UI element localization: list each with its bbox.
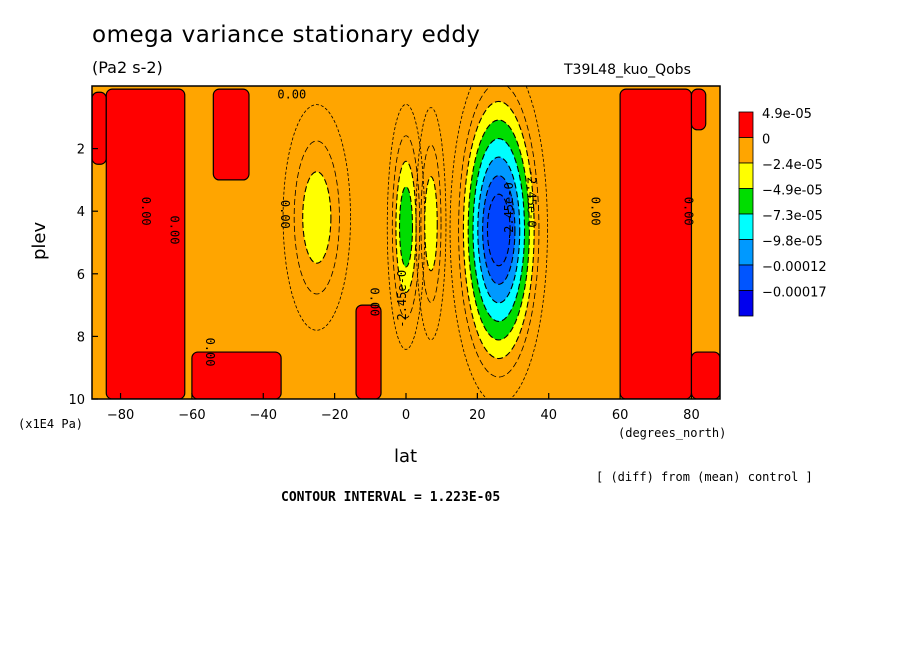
contour-label-2: 0.00 [168,216,182,245]
neg-contour-1-0 [391,135,421,319]
legend-label-7: −0.00017 [762,286,827,301]
x-tick-label-6: 40 [540,408,557,423]
neg-contour-3-6 [486,193,511,267]
neg-contour-outer-0 [282,104,351,331]
legend-label-2: −2.4e-05 [762,158,823,173]
legend-label-6: −0.00012 [762,260,827,275]
legend-label-0: 4.9e-05 [762,107,812,122]
legend-label-3: −4.9e-05 [762,184,823,199]
chart-units: (Pa2 s-2) [92,58,163,77]
legend-swatch-7 [738,290,754,317]
x-tick-label-3: −20 [321,408,348,423]
positive-region-5 [619,88,693,399]
x-axis-units: (degrees_north) [618,426,727,440]
neg-contour-outer-2 [415,107,447,341]
neg-contour-2-1 [424,176,438,272]
x-tick-label-4: 0 [402,408,410,423]
plot-layer: 0.00 0.00 0.00 0.00 0.00 0.00 0.00 0.00 -2.45e-0… [92,86,720,399]
neg-contour-0-0 [293,140,340,295]
x-axis-label: lat [394,446,418,467]
chart-title: omega variance stationary eddy [92,22,481,48]
positive-region-4 [355,304,382,399]
contour-label-10: -2.45e-0 [524,170,538,228]
x-tick-label-2: −40 [250,408,277,423]
x-tick-label-8: 80 [683,408,700,423]
diff-note: [ (diff) from (mean) control ] [596,470,813,484]
contour-label-8: -2.45e-0 [395,270,409,328]
neg-contour-2-0 [420,144,442,303]
legend-label-1: 0 [762,133,770,148]
y-tick-label-2: 6 [77,268,85,283]
run-label: T39L48_kuo_Qobs [564,62,691,78]
contour-label-6: 0.00 [589,197,603,226]
y-axis-label: plev [29,221,50,260]
positive-region-7 [690,351,720,399]
neg-contour-1-2 [398,186,414,268]
legend-swatch-1 [738,137,754,164]
positive-region-0 [92,91,107,165]
legend-swatch-5 [738,239,754,266]
y-tick-label-4: 10 [68,393,85,408]
neg-contour-3-0 [458,86,540,378]
legend-swatch-3 [738,188,754,215]
y-tick-label-1: 4 [77,205,85,220]
legend-swatch-6 [738,264,754,291]
y-tick-label-3: 8 [77,330,85,345]
legend-swatch-0 [738,111,754,138]
contour-label-3: 0.00 [278,200,292,229]
x-tick-label-0: −80 [107,408,134,423]
contour-label-7: 0.00 [681,197,695,226]
x-tick-label-1: −60 [178,408,205,423]
positive-region-2 [212,88,250,181]
contour-label-0: 0.00 [277,88,306,102]
contour-label-9: -2.45e-0 [502,182,516,240]
contour-interval: CONTOUR INTERVAL = 1.223E-05 [281,490,501,505]
legend-swatch-2 [738,162,754,189]
contour-label-5: 0.00 [203,338,217,367]
neg-contour-outer-3 [449,86,548,399]
y-tick-label-0: 2 [77,143,85,158]
x-tick-label-7: 60 [612,408,629,423]
legend-swatch-4 [738,213,754,240]
positive-region-6 [690,88,707,131]
neg-contour-0-1 [302,171,332,264]
contour-label-4: 0.00 [367,288,381,317]
x-tick-label-5: 20 [469,408,486,423]
legend-label-5: −9.8e-05 [762,235,823,250]
legend-label-4: −7.3e-05 [762,209,823,224]
contour-label-1: 0.00 [139,197,153,226]
y-axis-units: (x1E4 Pa) [18,417,84,431]
